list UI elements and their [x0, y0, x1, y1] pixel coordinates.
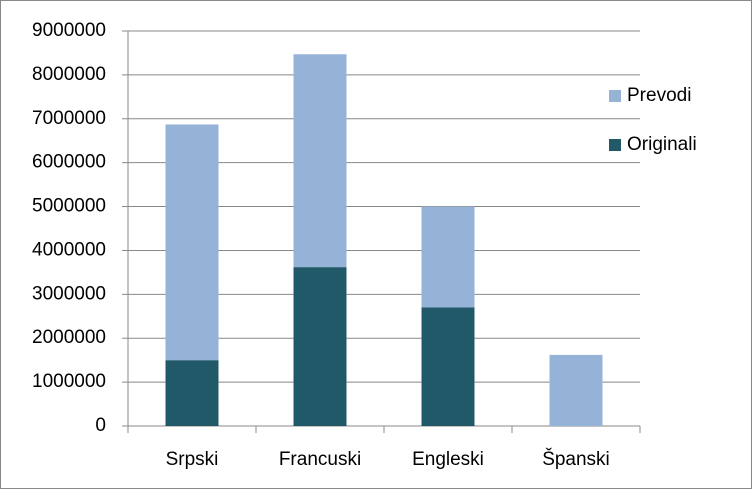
y-tick-label: 6000000: [32, 152, 106, 173]
legend-swatch: [609, 139, 621, 151]
y-tick-label: 0: [95, 415, 106, 436]
legend-label: Prevodi: [627, 85, 691, 106]
y-tick-label: 7000000: [32, 108, 106, 129]
legend-swatch: [609, 90, 621, 102]
x-tick-label: Španski: [542, 448, 610, 470]
y-tick-label: 5000000: [32, 196, 106, 217]
bar-segment: [549, 354, 603, 426]
y-tick-label: 4000000: [32, 239, 106, 260]
bar-segment: [421, 206, 475, 308]
x-tick-label: Engleski: [412, 449, 484, 470]
y-tick-label: 8000000: [32, 64, 106, 85]
y-tick-label: 3000000: [32, 283, 106, 304]
y-tick-label: 1000000: [32, 371, 106, 392]
y-tick-label: 2000000: [32, 327, 106, 348]
bar-segment: [293, 267, 347, 426]
bar-segment: [165, 360, 219, 426]
x-tick-label: Srpski: [166, 449, 219, 470]
bar-segment: [293, 54, 347, 268]
bar-segment: [165, 124, 219, 361]
bar-segment: [421, 307, 475, 426]
x-tick-label: Francuski: [279, 449, 361, 470]
y-tick-label: 9000000: [32, 20, 106, 41]
legend-label: Originali: [627, 134, 697, 155]
